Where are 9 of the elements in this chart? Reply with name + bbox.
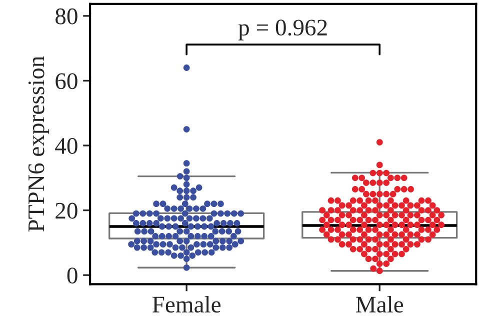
y-tick-label: 80	[56, 8, 78, 24]
x-tick-label: Female	[152, 296, 220, 313]
y-tick-label: 60	[56, 73, 78, 90]
x-tick-label: Male	[356, 296, 404, 313]
annotation: p = 0.962	[238, 20, 327, 40]
y-tick-label: 40	[55, 138, 78, 154]
y-tick-label: 0	[67, 268, 78, 284]
y-axis-title: PTPN6 expression	[28, 56, 50, 232]
y-tick-label: 20	[56, 202, 78, 219]
